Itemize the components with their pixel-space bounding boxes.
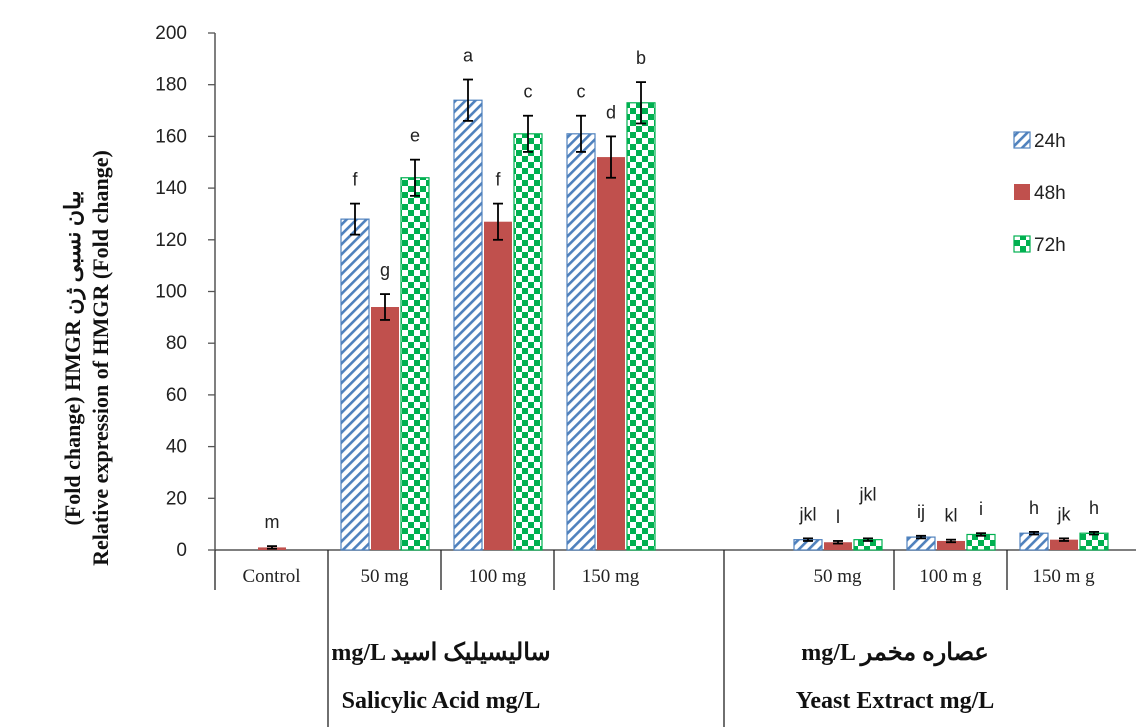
sig-letter: kl [945, 506, 958, 526]
x-category-label: 150 mg [582, 566, 640, 587]
sig-letter: g [380, 260, 390, 280]
bar-48h-5 [937, 540, 965, 550]
y-axis-title: Relative expression of HMGR (Fold change… [60, 150, 113, 566]
y-tick-label: 40 [166, 437, 187, 458]
bars [258, 99, 1109, 551]
sig-letter: m [265, 512, 280, 532]
sig-letter: jk [1057, 504, 1072, 524]
x-category-label: 100 mg [469, 566, 527, 587]
bar-72h-2 [513, 133, 543, 551]
y-tick-label: 20 [166, 488, 187, 509]
x-category-labels: Control 50 mg 100 mg 150 mg 50 mg 100 m g 150 … [242, 566, 1095, 587]
y-tick-label: 60 [166, 385, 187, 406]
error-bars [267, 78, 1099, 550]
sig-letter: l [836, 507, 840, 527]
sig-letter: f [352, 170, 358, 190]
sig-letter: c [524, 82, 533, 102]
bar-72h-6 [1079, 532, 1109, 551]
legend-label-24h: 24h [1034, 131, 1066, 152]
y-tick-label: 200 [155, 23, 187, 44]
bar-48h-2 [484, 221, 512, 550]
group-label: Salicylic Acid mg/L [342, 688, 541, 714]
y-tick-label: 180 [155, 75, 187, 96]
sig-letter: h [1089, 498, 1099, 518]
y-tick-label: 0 [176, 540, 187, 561]
sig-letter: e [410, 126, 420, 146]
legend-swatch-72h [1013, 235, 1031, 253]
group-label: Yeast Extract mg/L [796, 688, 995, 714]
legend-label-72h: 72h [1034, 235, 1066, 256]
bar-24h-2 [453, 99, 483, 551]
sig-letter: b [636, 48, 646, 68]
legend-swatch-48h [1014, 184, 1030, 200]
bar-48h-3 [597, 157, 625, 550]
bar-72h-5 [966, 533, 996, 551]
y-tick-label: 120 [155, 230, 187, 251]
y-ticks: 0 20 40 60 80 100 120 140 160 180 200 [155, 23, 215, 561]
x-category-label: 100 m g [919, 566, 982, 587]
y-tick-label: 140 [155, 178, 187, 199]
sig-letter: i [979, 499, 983, 519]
bar-48h-6 [1050, 539, 1078, 550]
x-category-label: 150 m g [1032, 566, 1095, 587]
legend: 24h 48h 72h [1013, 131, 1066, 256]
x-category-label: 50 mg [813, 566, 862, 587]
x-category-label: Control [242, 566, 300, 587]
bar-48h-4 [824, 542, 852, 550]
sig-letter: f [495, 170, 501, 190]
sig-letter: h [1029, 498, 1039, 518]
bar-24h-1 [340, 218, 370, 551]
y-tick-label: 160 [155, 126, 187, 147]
y-axis-title-persian: (Fold change) HMGR بیان نسبی ژن [60, 191, 86, 526]
group-labels: mg/L سالیسیلیک اسید Salicylic Acid mg/L mg… [331, 640, 994, 714]
sig-letter: d [606, 102, 616, 122]
bar-48h-1 [371, 307, 399, 550]
group-label: mg/L سالیسیلیک اسید [331, 640, 550, 666]
legend-swatch-24h [1013, 131, 1031, 149]
y-tick-label: 80 [166, 333, 187, 354]
bar-24h-6 [1019, 532, 1049, 551]
bar-72h-3 [626, 102, 656, 551]
sig-letter: jkl [859, 484, 877, 504]
bar-24h-3 [566, 133, 596, 551]
sig-letter: a [463, 46, 474, 66]
sig-letter: c [577, 82, 586, 102]
y-tick-label: 100 [155, 282, 187, 303]
significance-letters: f a c jkl ij h m g f d l kl jk e c b jkl i h [265, 46, 1100, 533]
sig-letter: jkl [799, 504, 817, 524]
legend-label-48h: 48h [1034, 183, 1066, 204]
y-axis-title-english: Relative expression of HMGR (Fold change… [88, 150, 113, 566]
x-category-label: 50 mg [360, 566, 409, 587]
group-label: mg/L عصاره مخمر [801, 640, 988, 667]
sig-letter: ij [917, 502, 925, 522]
bar-72h-1 [400, 177, 430, 551]
